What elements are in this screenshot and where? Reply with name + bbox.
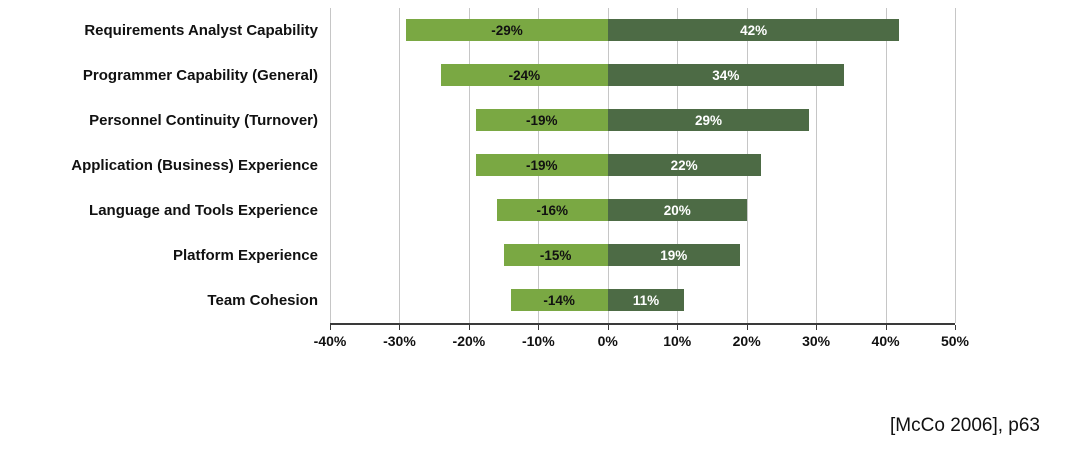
chart-row: Platform Experience -15% 19% xyxy=(0,233,1066,278)
bar-track: -19% 29% xyxy=(330,98,955,143)
bar-track: -29% 42% xyxy=(330,8,955,53)
axis-tick-mark xyxy=(746,325,748,330)
positive-bar: 19% xyxy=(607,244,740,266)
axis-tick-mark xyxy=(607,325,609,330)
axis-tick-label: 10% xyxy=(663,333,692,349)
bar-track: -15% 19% xyxy=(330,233,955,278)
chart-row: Requirements Analyst Capability -29% 42% xyxy=(0,8,1066,53)
axis-tick-mark xyxy=(816,325,818,330)
negative-bar: -19% xyxy=(475,154,608,176)
axis-tick-mark xyxy=(330,325,331,330)
axis-tick-label: 30% xyxy=(802,333,831,349)
axis-tick-label: -20% xyxy=(452,333,486,349)
category-label: Team Cohesion xyxy=(207,292,318,309)
chart-row: Programmer Capability (General) -24% 34% xyxy=(0,53,1066,98)
axis-tick-label: 40% xyxy=(871,333,900,349)
category-label: Programmer Capability (General) xyxy=(82,67,318,84)
category-label: Application (Business) Experience xyxy=(71,157,318,174)
category-label: Personnel Continuity (Turnover) xyxy=(89,112,318,129)
axis-tick-label: 20% xyxy=(732,333,761,349)
axis-tick-label: 50% xyxy=(940,333,970,349)
negative-bar: -16% xyxy=(496,199,608,221)
axis-tick-label: -30% xyxy=(383,333,416,349)
axis-tick-mark xyxy=(399,325,401,330)
positive-bar: 42% xyxy=(607,19,900,41)
positive-bar: 22% xyxy=(607,154,761,176)
chart-row: Application (Business) Experience -19% 22% xyxy=(0,143,1066,188)
axis-spacer xyxy=(0,323,330,359)
chart-row: Personnel Continuity (Turnover) -19% 29% xyxy=(0,98,1066,143)
chart-row: Team Cohesion -14% 11% xyxy=(0,278,1066,323)
positive-bar: 20% xyxy=(607,199,747,221)
axis-tick-mark xyxy=(955,325,956,330)
citation: [McCo 2006], p63 xyxy=(890,415,1040,436)
chart-row: Language and Tools Experience -16% 20% xyxy=(0,188,1066,233)
positive-bar: 11% xyxy=(607,289,685,311)
axis-tick-mark xyxy=(538,325,540,330)
category-label: Platform Experience xyxy=(172,247,318,264)
axis-tick-mark xyxy=(468,325,470,330)
positive-bar: 34% xyxy=(607,64,844,86)
gridline xyxy=(816,8,818,323)
category-label: Language and Tools Experience xyxy=(89,202,318,219)
axis-tick-mark xyxy=(885,325,887,330)
gridline xyxy=(955,8,956,323)
bar-track: -19% 22% xyxy=(330,143,955,188)
negative-bar: -24% xyxy=(441,64,608,86)
bar-rows: Requirements Analyst Capability -29% 42% Pr… xyxy=(0,8,1066,323)
gridline xyxy=(330,8,331,323)
positive-bar: 29% xyxy=(607,109,810,131)
axis-tick-label: -10% xyxy=(521,333,555,349)
bar-track: -14% 11% xyxy=(330,278,955,323)
axis-tick-label: -40% xyxy=(313,333,347,349)
bar-track: -24% 34% xyxy=(330,53,955,98)
chart-area: Requirements Analyst Capability -29% 42% Pr… xyxy=(0,8,1066,359)
axis-tick-mark xyxy=(677,325,679,330)
x-axis: -40% -30% -20% -10% 0% 10% 20% 30% 40% 50% xyxy=(0,323,1066,359)
gridline xyxy=(885,8,887,323)
axis-tick-label: 0% xyxy=(597,333,618,349)
negative-bar: -29% xyxy=(406,19,608,41)
x-axis-track: -40% -30% -20% -10% 0% 10% 20% 30% 40% 50% xyxy=(314,323,969,359)
gridline xyxy=(468,8,470,323)
negative-bar: -14% xyxy=(510,289,608,311)
category-label: Requirements Analyst Capability xyxy=(84,22,318,39)
negative-bar: -19% xyxy=(475,109,608,131)
bar-track: -16% 20% xyxy=(330,188,955,233)
gridline xyxy=(399,8,401,323)
negative-bar: -15% xyxy=(503,244,608,266)
